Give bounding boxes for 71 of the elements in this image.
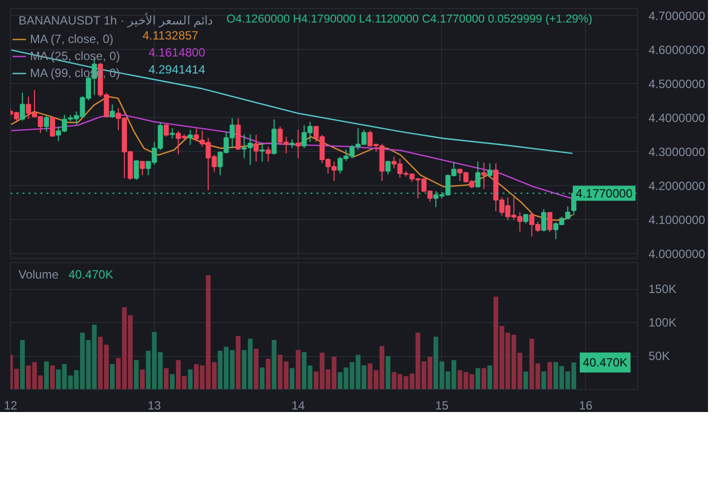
line-series bbox=[10, 49, 574, 154]
candlestick bbox=[296, 129, 301, 159]
candlestick bbox=[236, 118, 241, 150]
candlestick bbox=[164, 122, 169, 138]
chart-title: BANANAUSDT 1h · دائم السعر الأخير bbox=[18, 12, 212, 28]
x-tick-label: 14 bbox=[291, 398, 306, 412]
y-tick-label: 4.3000000 bbox=[648, 144, 706, 159]
candlestick bbox=[170, 128, 175, 139]
bar bbox=[134, 360, 139, 390]
y-tick-label: 150K bbox=[648, 282, 677, 296]
bar bbox=[541, 371, 546, 390]
candlestick bbox=[475, 161, 480, 188]
candlestick bbox=[20, 92, 25, 122]
candlestick bbox=[481, 162, 486, 190]
bar bbox=[140, 369, 145, 390]
bar bbox=[290, 368, 294, 390]
annotation: 4.2941414 bbox=[148, 62, 206, 76]
candlestick bbox=[194, 128, 199, 142]
chart-title: Volume bbox=[18, 268, 59, 282]
y-tick-label: 50K bbox=[648, 349, 670, 364]
candlestick bbox=[110, 104, 115, 119]
x-tick-label: 13 bbox=[148, 398, 162, 412]
bar bbox=[44, 361, 49, 390]
y-tick-label: 100K bbox=[648, 316, 677, 330]
candlestick bbox=[254, 134, 259, 162]
bar bbox=[476, 368, 480, 390]
candlestick bbox=[134, 160, 139, 180]
x-tick-label: 15 bbox=[435, 398, 449, 412]
bar bbox=[482, 368, 486, 390]
y-tick-label: 4.7000000 bbox=[648, 8, 706, 23]
annotation: 40.470K bbox=[68, 268, 114, 282]
candlestick bbox=[487, 162, 492, 178]
bar bbox=[266, 358, 271, 390]
bar bbox=[164, 368, 169, 390]
bar bbox=[272, 340, 276, 390]
y-tick-label: 4.1000000 bbox=[648, 212, 706, 227]
annotation: 4.1132857 bbox=[142, 28, 199, 42]
bar bbox=[260, 367, 265, 390]
x-tick-label: 16 bbox=[579, 398, 593, 412]
candlestick bbox=[260, 142, 265, 162]
bar bbox=[386, 356, 390, 390]
legend-label: MA (7, close, 0) bbox=[30, 30, 114, 47]
bar bbox=[254, 348, 258, 390]
annotation: 4.1614800 bbox=[148, 46, 206, 60]
candlestick bbox=[385, 160, 391, 175]
candlestick bbox=[266, 146, 271, 162]
candlestick bbox=[44, 115, 50, 132]
bar bbox=[547, 362, 552, 390]
bar bbox=[236, 336, 241, 390]
bar bbox=[20, 340, 25, 390]
candlestick bbox=[541, 208, 546, 232]
y-tick-label: 4.4000000 bbox=[648, 110, 706, 125]
y-tick-label: 4.6000000 bbox=[648, 42, 706, 57]
candlestick bbox=[188, 129, 193, 146]
y-tick-label: 4.0000000 bbox=[648, 246, 706, 261]
bar bbox=[523, 371, 528, 390]
bar bbox=[170, 374, 175, 390]
bar bbox=[50, 365, 55, 390]
candlestick bbox=[547, 211, 552, 232]
y-tick-label: 4.5000000 bbox=[648, 76, 706, 91]
annotation: 40.470K bbox=[582, 355, 628, 370]
candlestick bbox=[50, 116, 56, 138]
bar bbox=[487, 365, 492, 390]
ref-line-label: 4.1770000 bbox=[576, 186, 633, 201]
y-tick-label: 4.2000000 bbox=[648, 178, 706, 193]
bar bbox=[188, 369, 193, 390]
bar bbox=[110, 364, 115, 390]
chart-subtitle: O4.1260000 H4.1790000 L4.1120000 C4.1770000 0.0529999 (+1.29%) bbox=[226, 14, 593, 26]
bar bbox=[296, 350, 300, 390]
x-tick-label: 12 bbox=[4, 398, 18, 412]
candlestick bbox=[140, 160, 145, 176]
